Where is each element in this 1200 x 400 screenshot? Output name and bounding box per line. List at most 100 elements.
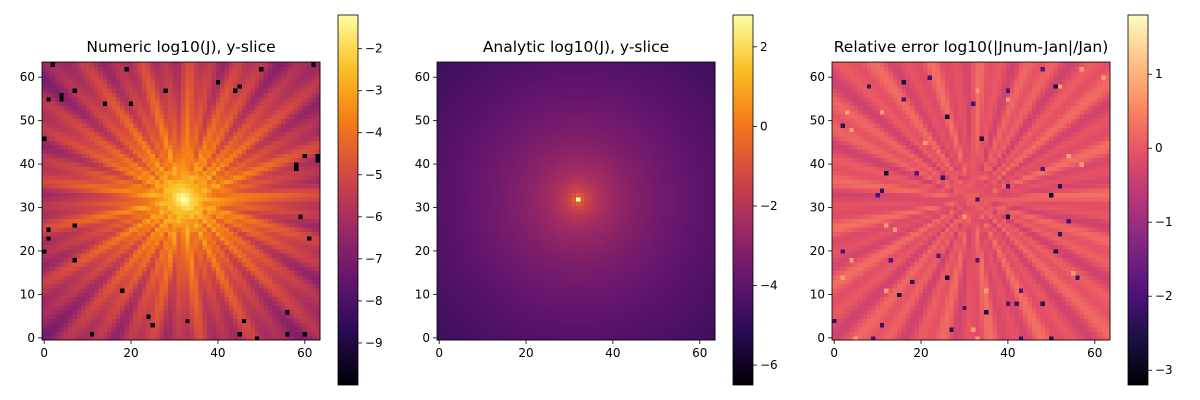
heatmap-cell [85, 174, 91, 180]
heatmap-cell [280, 92, 286, 98]
heatmap-cell [215, 322, 221, 328]
heatmap-cell [94, 70, 100, 76]
heatmap-cell [628, 318, 634, 324]
heatmap-cell [554, 326, 560, 332]
heatmap [437, 62, 716, 341]
heatmap-cell [167, 122, 173, 128]
heatmap-cell [254, 322, 260, 328]
heatmap-cell [211, 318, 217, 324]
heatmap-cell [194, 244, 199, 250]
heatmap-cell [185, 179, 191, 185]
heatmap-cell [241, 283, 247, 289]
heatmap-cell [50, 253, 56, 259]
heatmap-cell [163, 122, 169, 128]
heatmap-cell [146, 244, 152, 250]
heatmap-cell [89, 196, 95, 202]
heatmap-cell [315, 192, 321, 198]
heatmap-cell [42, 179, 47, 185]
heatmap-cell [589, 318, 594, 324]
heatmap-cell [215, 222, 221, 228]
heatmap-cell [50, 92, 56, 98]
heatmap-cell [276, 313, 282, 319]
heatmap-cell [76, 170, 82, 176]
heatmap-cell [42, 309, 47, 315]
heatmap-cell [185, 214, 191, 219]
heatmap-cell [680, 313, 686, 319]
heatmap-cell [298, 292, 304, 298]
heatmap-cell [115, 318, 121, 324]
heatmap-cell [675, 326, 681, 332]
heatmap-cell [50, 122, 56, 128]
heatmap-cell [85, 170, 91, 176]
heatmap-cell [137, 62, 143, 67]
heatmap-cell [120, 218, 126, 224]
heatmap-cell [81, 231, 87, 237]
heatmap-cell [285, 122, 291, 128]
heatmap-cell [272, 157, 278, 163]
heatmap-cell [111, 335, 117, 341]
heatmap-cell [141, 131, 147, 137]
heatmap-cell [623, 318, 629, 324]
heatmap-cell [246, 209, 252, 215]
heatmap-cell [194, 287, 199, 293]
heatmap-cell [228, 248, 234, 254]
heatmap-cell [63, 283, 69, 289]
heatmap-cell [289, 153, 295, 159]
heatmap-cell [107, 201, 113, 206]
heatmap-cell [536, 331, 542, 337]
heatmap-cell [662, 300, 668, 306]
heatmap-cell [154, 296, 160, 302]
heatmap-cell [181, 270, 186, 276]
heatmap-cell [50, 118, 56, 124]
heatmap-cell [211, 101, 217, 107]
heatmap-cell [172, 227, 178, 232]
heatmap-cell [59, 122, 65, 128]
heatmap-cell [272, 283, 278, 289]
heatmap-cell [254, 218, 260, 224]
heatmap-cell [224, 257, 230, 263]
heatmap-cell [85, 118, 91, 124]
heatmap-cell [298, 331, 304, 337]
heatmap-cell [172, 305, 178, 311]
heatmap-cell [458, 292, 464, 298]
heatmap-cell [89, 101, 95, 107]
heatmap-cell [146, 235, 152, 241]
heatmap-cell [237, 322, 243, 328]
heatmap-cell [593, 326, 599, 332]
heatmap-cell [133, 305, 139, 311]
heatmap-cell [76, 153, 82, 159]
heatmap-cell [246, 183, 252, 189]
heatmap-cell [272, 244, 278, 250]
heatmap-cell [254, 92, 260, 98]
heatmap-cell [259, 157, 265, 163]
heatmap-cell [194, 62, 199, 67]
heatmap-cell [237, 331, 243, 337]
heatmap-cell [63, 70, 69, 76]
heatmap-cell [120, 240, 126, 246]
heatmap-cell [545, 335, 551, 341]
heatmap-cell [198, 326, 204, 332]
heatmap-cell [115, 231, 121, 237]
heatmap-cell [315, 187, 321, 193]
heatmap-cell [98, 266, 104, 272]
heatmap-cell [150, 326, 156, 332]
heatmap-cell [141, 170, 147, 176]
heatmap-cell [280, 209, 286, 215]
heatmap-cell [315, 183, 321, 189]
heatmap-cell [59, 270, 65, 276]
heatmap-cell [167, 326, 173, 332]
heatmap-cell [172, 218, 178, 224]
heatmap-cell [198, 92, 204, 98]
heatmap-cell [315, 122, 321, 128]
heatmap-cell [615, 322, 621, 328]
heatmap-cell [202, 231, 208, 237]
heatmap-cell [298, 66, 304, 72]
heatmap-cell [159, 127, 165, 133]
heatmap-cell [150, 196, 156, 202]
heatmap-cell [46, 240, 52, 246]
heatmap-cell [42, 161, 47, 167]
heatmap-cell [267, 214, 273, 219]
heatmap-cell [311, 127, 317, 133]
heatmap-cell [102, 83, 108, 89]
x-tick-label: 20 [123, 346, 138, 360]
